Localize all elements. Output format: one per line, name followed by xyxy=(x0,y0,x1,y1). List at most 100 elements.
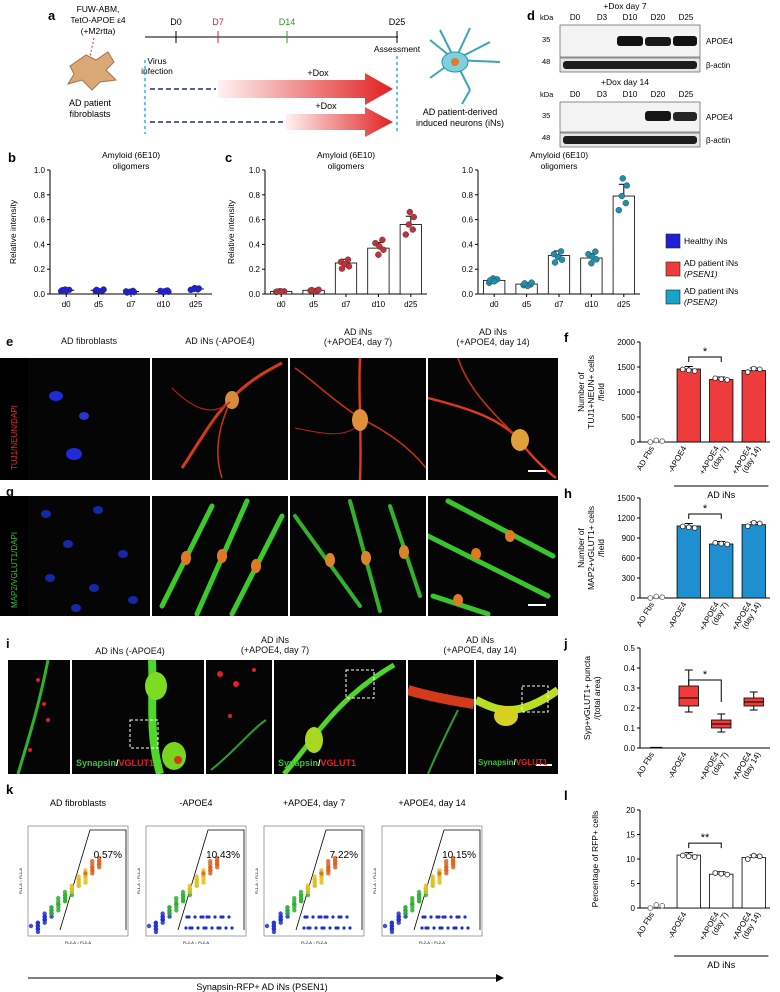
flow-event xyxy=(167,905,172,910)
data-point xyxy=(278,288,285,295)
group-label: AD iNs xyxy=(707,960,736,970)
flow-event xyxy=(160,920,165,925)
flow-event xyxy=(35,920,40,925)
x-tick-label: d0 xyxy=(490,300,499,309)
data-point xyxy=(528,279,535,286)
data-point xyxy=(750,852,757,859)
bar xyxy=(741,524,766,599)
legend-label: Healthy iNs xyxy=(684,236,727,246)
flow-event xyxy=(213,915,217,919)
blot2-row-label: β-actin xyxy=(706,136,730,145)
flow-event xyxy=(326,862,331,867)
data-point xyxy=(744,856,751,862)
x-tick-label: d5 xyxy=(94,300,103,309)
flow-event xyxy=(201,874,206,879)
blot1-kda-label: kDa xyxy=(540,13,554,22)
i-stain-b: VGLUT1 xyxy=(320,758,357,768)
y-tick-label: 1000 xyxy=(617,388,635,397)
flow-event xyxy=(76,880,81,885)
flow-event xyxy=(292,908,297,913)
x-tick-label: -APOE4 xyxy=(666,600,689,630)
data-point xyxy=(718,376,725,382)
g-image-apoe4-d7 xyxy=(290,496,426,616)
data-point xyxy=(379,236,386,244)
flow-event xyxy=(230,926,234,930)
x-tick-label: d7 xyxy=(127,300,136,309)
data-point xyxy=(406,208,413,216)
flow-event xyxy=(320,926,324,930)
flow-event xyxy=(403,914,408,919)
y-tick-label: 600 xyxy=(622,554,636,563)
e-image-fibroblasts xyxy=(28,358,150,480)
flow-event xyxy=(35,926,41,932)
flow-event xyxy=(214,864,220,870)
blot1-title: +Dox day 7 xyxy=(603,1,647,11)
flow-event xyxy=(305,892,311,898)
bar xyxy=(547,255,571,295)
i-col-title: AD iNs (+APOE4, day 14) xyxy=(443,635,517,655)
flow-event xyxy=(264,923,270,929)
flow-event xyxy=(194,877,199,882)
y-tick-label: 0.6 xyxy=(249,216,261,225)
flow-event xyxy=(201,880,206,885)
flow-event xyxy=(421,915,425,919)
legend-swatch xyxy=(665,233,681,249)
x-tick-label: d25 xyxy=(189,300,203,309)
panel-l: l 0 5 10 15 20 Percentage of RFP+ cells AD Fbs… xyxy=(560,786,780,992)
flow-event xyxy=(312,883,317,888)
flow-event xyxy=(153,920,158,925)
flow-event xyxy=(214,858,220,864)
data-point xyxy=(718,870,725,877)
flow-event xyxy=(210,926,214,930)
y-tick-label: 1500 xyxy=(617,494,635,503)
flow-event xyxy=(69,886,75,891)
data-point xyxy=(718,540,725,547)
result-label-1: AD patient-derived xyxy=(423,107,498,117)
flow-event xyxy=(326,859,331,864)
flow-event xyxy=(319,880,324,885)
virus-label-1: Virus xyxy=(147,56,166,66)
flow-event xyxy=(96,861,102,867)
flow-axis-x: FL2-A :: FL2-A xyxy=(183,940,209,945)
x-tick-label: AD Fbs xyxy=(635,911,656,939)
flow-event xyxy=(56,905,61,910)
data-point xyxy=(659,902,666,909)
y-tick-label: 0.2 xyxy=(624,704,636,713)
y-tick-label: 0.4 xyxy=(34,240,46,249)
flow-event xyxy=(420,926,424,930)
construct-line-3: (+M2rtta) xyxy=(81,26,116,36)
amyloid-charts: b c Amyloid (6E10)oligomers0.00.20.40.60… xyxy=(8,150,640,309)
result-label-2: induced neurons (iNs) xyxy=(416,118,504,128)
flow-event xyxy=(437,871,442,876)
y-axis-label: Number of xyxy=(576,528,586,568)
i-stain-b: VGLUT1 xyxy=(515,758,548,767)
flow-event xyxy=(326,868,331,873)
data-point xyxy=(679,523,686,530)
flow-event xyxy=(83,877,88,882)
panel-letter-k: k xyxy=(6,782,14,797)
data-point xyxy=(619,175,626,182)
data-point xyxy=(691,368,698,374)
flow-event xyxy=(337,915,341,919)
k-footer: Synapsin-RFP+ AD iNs (PSEN1) xyxy=(196,982,327,992)
data-point xyxy=(521,280,528,287)
data-point xyxy=(615,206,622,214)
bar xyxy=(741,370,766,443)
flow-event xyxy=(463,915,467,919)
y-tick-label: 0.0 xyxy=(34,290,46,299)
flow-event xyxy=(410,896,415,901)
flow-event xyxy=(214,861,220,867)
flow-event xyxy=(216,926,220,930)
group-label: AD iNs xyxy=(707,490,736,500)
e-col-title: AD iNs (+APOE4, day 7) xyxy=(323,327,393,347)
flow-event xyxy=(174,896,179,901)
data-point xyxy=(410,213,417,221)
dox-arrow-day14 xyxy=(286,107,393,137)
dox-label-2: +Dox xyxy=(315,101,337,111)
flow-event xyxy=(319,877,324,882)
flow-event xyxy=(90,859,95,864)
data-point xyxy=(593,256,600,263)
data-point xyxy=(62,287,70,294)
data-point xyxy=(724,541,731,548)
flow-event xyxy=(201,871,206,876)
